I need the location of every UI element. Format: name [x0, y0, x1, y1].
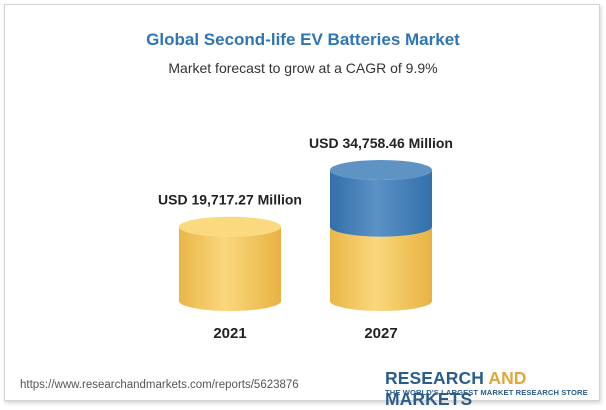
data-label-2027: USD 34,758.46 Million: [309, 135, 453, 151]
category-label-2027: 2027: [364, 325, 397, 342]
bar-2021-top: [179, 216, 281, 237]
brand-tagline: THE WORLD'S LARGEST MARKET RESEARCH STOR…: [385, 388, 588, 397]
chart-title: Global Second-life EV Batteries Market: [146, 30, 460, 49]
brand-logo: RESEARCH AND MARKETS: [385, 368, 527, 409]
bar-2027-growth: [330, 170, 432, 237]
source-url[interactable]: https://www.researchandmarkets.com/repor…: [20, 379, 299, 391]
chart-subtitle: Market forecast to grow at a CAGR of 9.9…: [168, 60, 438, 76]
bar-2021: [179, 226, 281, 311]
data-label-2021: USD 19,717.27 Million: [158, 192, 302, 208]
bar-2027-base: [330, 226, 432, 311]
bar-2027-top: [330, 160, 432, 180]
category-label-2021: 2021: [213, 325, 246, 342]
chart-frame: [4, 4, 600, 401]
